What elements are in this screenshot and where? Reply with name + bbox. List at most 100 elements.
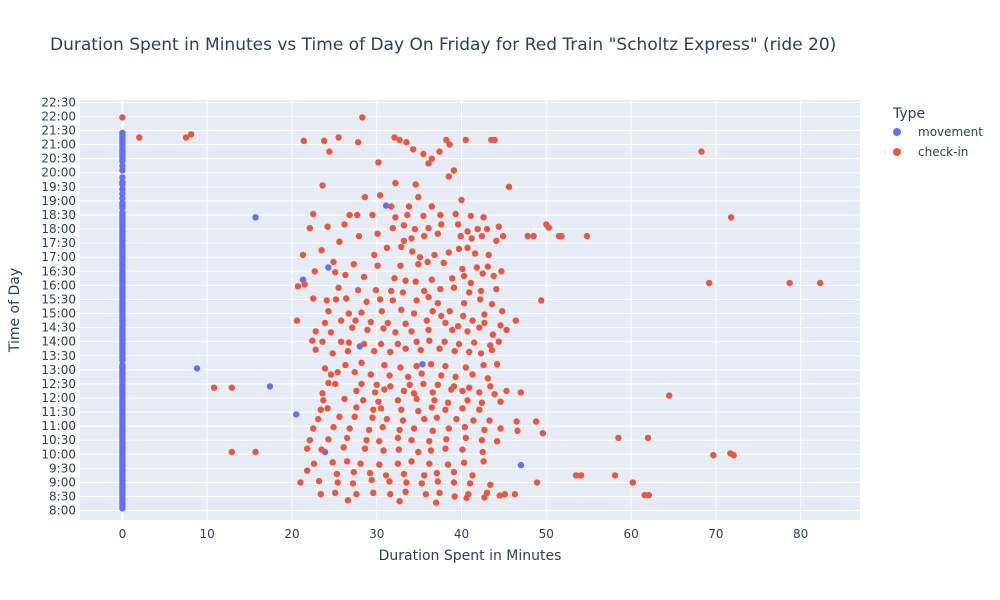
point-check-in[interactable] <box>444 461 452 468</box>
point-check-in[interactable] <box>410 425 418 432</box>
point-check-in[interactable] <box>433 469 441 477</box>
point-check-in[interactable] <box>460 459 468 466</box>
point-check-in[interactable] <box>487 383 494 390</box>
point-movement[interactable] <box>119 209 126 216</box>
point-check-in[interactable] <box>358 359 365 366</box>
point-check-in[interactable] <box>332 489 339 496</box>
point-check-in[interactable] <box>297 479 304 486</box>
point-check-in[interactable] <box>479 270 486 277</box>
point-check-in[interactable] <box>493 361 501 368</box>
point-check-in[interactable] <box>538 297 545 304</box>
point-check-in[interactable] <box>468 235 475 242</box>
point-check-in[interactable] <box>539 430 547 437</box>
point-check-in[interactable] <box>474 225 481 233</box>
point-check-in[interactable] <box>300 137 307 144</box>
point-check-in[interactable] <box>323 297 330 304</box>
point-check-in[interactable] <box>505 183 513 190</box>
point-check-in[interactable] <box>415 448 422 456</box>
point-check-in[interactable] <box>434 300 441 307</box>
point-check-in[interactable] <box>387 491 394 498</box>
point-check-in[interactable] <box>388 203 395 210</box>
point-check-in[interactable] <box>404 373 412 381</box>
point-check-in[interactable] <box>391 275 398 282</box>
point-check-in[interactable] <box>294 283 302 290</box>
point-check-in[interactable] <box>452 373 459 381</box>
point-check-in[interactable] <box>495 338 502 345</box>
point-check-in[interactable] <box>486 417 493 424</box>
point-check-in[interactable] <box>337 338 345 345</box>
point-check-in[interactable] <box>319 338 326 345</box>
point-check-in[interactable] <box>408 437 415 444</box>
point-check-in[interactable] <box>392 329 399 336</box>
point-check-in[interactable] <box>136 134 143 141</box>
point-check-in[interactable] <box>357 460 364 467</box>
point-check-in[interactable] <box>497 425 504 432</box>
point-check-in[interactable] <box>583 232 591 240</box>
point-check-in[interactable] <box>497 322 504 329</box>
point-check-in[interactable] <box>187 131 195 138</box>
point-check-in[interactable] <box>413 297 420 304</box>
point-check-in[interactable] <box>400 387 408 395</box>
point-check-in[interactable] <box>449 326 456 334</box>
point-check-in[interactable] <box>438 221 445 228</box>
point-check-in[interactable] <box>354 139 362 146</box>
point-check-in[interactable] <box>318 247 325 254</box>
point-check-in[interactable] <box>363 298 370 305</box>
point-check-in[interactable] <box>363 437 370 444</box>
point-check-in[interactable] <box>496 492 503 499</box>
point-check-in[interactable] <box>306 437 313 444</box>
point-check-in[interactable] <box>503 326 510 334</box>
point-check-in[interactable] <box>334 479 341 486</box>
point-check-in[interactable] <box>342 361 349 369</box>
point-check-in[interactable] <box>524 232 531 240</box>
point-check-in[interactable] <box>450 468 458 476</box>
point-check-in[interactable] <box>386 478 393 485</box>
point-check-in[interactable] <box>408 235 415 242</box>
point-check-in[interactable] <box>299 251 307 259</box>
point-check-in[interactable] <box>360 340 368 348</box>
point-check-in[interactable] <box>710 452 717 459</box>
point-check-in[interactable] <box>332 296 340 303</box>
point-check-in[interactable] <box>485 251 492 259</box>
point-check-in[interactable] <box>481 426 488 434</box>
point-check-in[interactable] <box>488 300 496 308</box>
point-check-in[interactable] <box>481 311 488 318</box>
point-check-in[interactable] <box>376 438 383 445</box>
point-check-in[interactable] <box>336 413 343 420</box>
point-check-in[interactable] <box>353 491 360 498</box>
point-check-in[interactable] <box>329 459 336 466</box>
point-movement[interactable] <box>119 129 126 136</box>
point-check-in[interactable] <box>470 417 477 424</box>
point-check-in[interactable] <box>462 364 469 371</box>
point-check-in[interactable] <box>427 447 435 454</box>
point-check-in[interactable] <box>464 328 471 335</box>
point-check-in[interactable] <box>377 405 385 412</box>
point-check-in[interactable] <box>484 375 491 382</box>
point-check-in[interactable] <box>391 134 398 141</box>
point-check-in[interactable] <box>450 479 458 486</box>
point-check-in[interactable] <box>511 491 519 498</box>
point-check-in[interactable] <box>395 446 402 453</box>
point-check-in[interactable] <box>301 281 308 288</box>
point-check-in[interactable] <box>469 472 476 479</box>
point-check-in[interactable] <box>487 481 494 488</box>
point-check-in[interactable] <box>446 308 453 315</box>
point-check-in[interactable] <box>483 225 491 233</box>
point-check-in[interactable] <box>343 295 350 302</box>
point-check-in[interactable] <box>629 479 636 486</box>
point-check-in[interactable] <box>425 293 432 301</box>
point-check-in[interactable] <box>466 289 473 296</box>
point-check-in[interactable] <box>425 326 432 334</box>
point-check-in[interactable] <box>413 362 420 370</box>
point-check-in[interactable] <box>360 273 368 281</box>
point-check-in[interactable] <box>434 230 441 237</box>
point-check-in[interactable] <box>442 362 449 370</box>
point-check-in[interactable] <box>429 308 436 315</box>
point-check-in[interactable] <box>478 437 486 444</box>
point-check-in[interactable] <box>446 141 453 148</box>
point-check-in[interactable] <box>374 230 381 237</box>
point-check-in[interactable] <box>440 259 447 266</box>
point-check-in[interactable] <box>425 224 432 232</box>
point-check-in[interactable] <box>349 480 357 487</box>
point-check-in[interactable] <box>405 203 413 210</box>
